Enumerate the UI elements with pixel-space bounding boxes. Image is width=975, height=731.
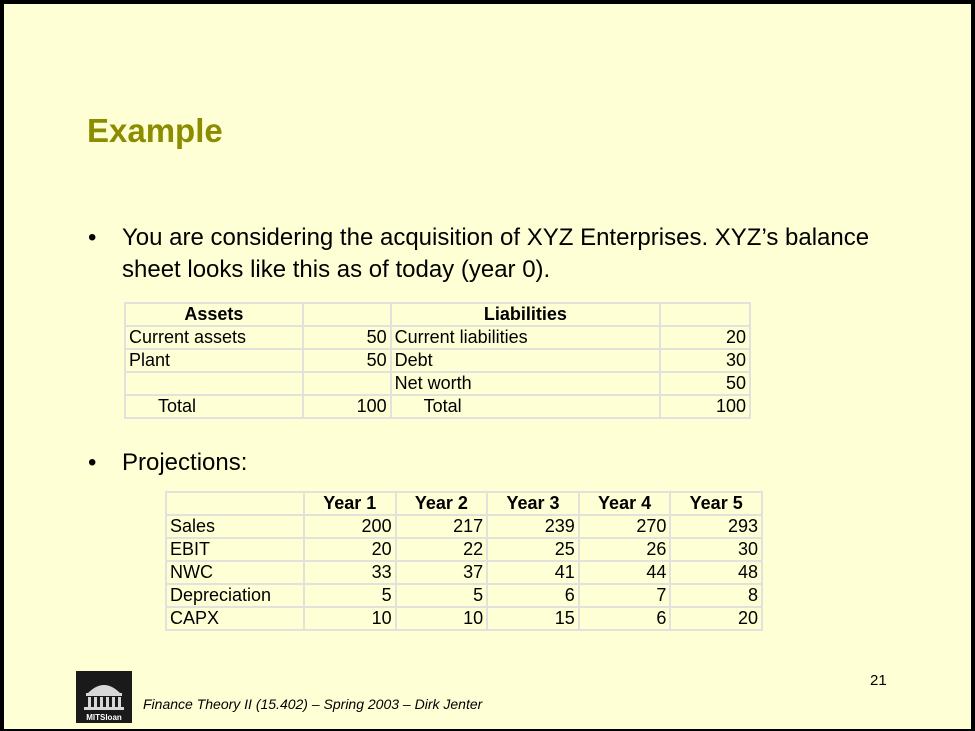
header-blank	[659, 302, 751, 327]
table-cell: 44	[577, 560, 672, 585]
table-cell: 239	[486, 514, 580, 539]
bullet-marker: •	[88, 449, 97, 476]
page-number: 21	[870, 672, 887, 689]
header-liabilities: Liabilities	[389, 302, 662, 327]
table-cell: 6	[486, 583, 580, 608]
table-cell: 100	[301, 394, 392, 419]
balance-sheet-table: Assets Liabilities Current assets 50 Cur…	[124, 302, 751, 419]
table-cell	[301, 371, 392, 396]
table-cell: 200	[303, 514, 397, 539]
table-cell: 26	[577, 537, 672, 562]
table-row: NWC 33 37 41 44 48	[165, 560, 763, 585]
table-cell: 50	[659, 371, 751, 396]
table-cell: Plant	[124, 348, 304, 373]
table-cell: 293	[669, 514, 763, 539]
table-cell: 30	[669, 537, 763, 562]
table-cell: 10	[303, 606, 397, 631]
table-row: Sales 200 217 239 270 293	[165, 514, 763, 539]
table-cell: 6	[577, 606, 672, 631]
mit-dome-logo-graphic: MITSloan	[84, 685, 124, 722]
table-row: EBIT 20 22 25 26 30	[165, 537, 763, 562]
table-cell: 37	[394, 560, 489, 585]
table-cell: Net worth	[389, 371, 662, 396]
table-cell: 100	[659, 394, 751, 419]
bullet-acquisition: • You are considering the acquisition of…	[88, 222, 902, 286]
header-assets: Assets	[124, 302, 304, 327]
table-cell: 10	[394, 606, 489, 631]
table-row: CAPX 10 10 15 6 20	[165, 606, 763, 631]
table-cell: 20	[659, 325, 751, 350]
table-cell: 33	[303, 560, 397, 585]
table-header-row: Assets Liabilities	[124, 302, 751, 327]
table-cell: 25	[486, 537, 580, 562]
table-cell: 22	[394, 537, 489, 562]
table-row: Net worth 50	[124, 371, 751, 396]
table-cell: 41	[486, 560, 580, 585]
table-row: Plant 50 Debt 30	[124, 348, 751, 373]
bullet-projections: • Projections:	[88, 447, 248, 479]
table-cell: CAPX	[165, 606, 305, 631]
table-cell: NWC	[165, 560, 305, 585]
table-cell: 20	[303, 537, 397, 562]
table-cell: 50	[301, 348, 392, 373]
header-year: Year 5	[669, 491, 763, 516]
bullet-text: Projections:	[122, 449, 248, 476]
table-cell: 5	[303, 583, 397, 608]
mit-dome-logo-icon: MITSloan	[76, 671, 132, 723]
header-year: Year 4	[577, 491, 672, 516]
projections-table: Year 1 Year 2 Year 3 Year 4 Year 5 Sales…	[165, 491, 763, 631]
table-cell: 5	[394, 583, 489, 608]
header-year: Year 1	[303, 491, 397, 516]
table-row-total: Total 100 Total 100	[124, 394, 751, 419]
table-cell: EBIT	[165, 537, 305, 562]
header-blank	[165, 491, 305, 516]
table-cell: Sales	[165, 514, 305, 539]
bullet-text: You are considering the acquisition of X…	[122, 224, 870, 283]
table-cell: Depreciation	[165, 583, 305, 608]
table-cell: 217	[394, 514, 489, 539]
bullet-marker: •	[88, 224, 97, 251]
table-cell: 15	[486, 606, 580, 631]
table-cell: Total	[124, 394, 304, 419]
footer-text: Finance Theory II (15.402) – Spring 2003…	[143, 696, 483, 712]
table-cell: Total	[389, 394, 662, 419]
table-cell: Current liabilities	[389, 325, 662, 350]
table-row: Current assets 50 Current liabilities 20	[124, 325, 751, 350]
header-blank	[301, 302, 392, 327]
header-year: Year 2	[394, 491, 489, 516]
table-cell	[124, 371, 304, 396]
table-cell: 30	[659, 348, 751, 373]
table-cell: 48	[669, 560, 763, 585]
table-cell: 20	[669, 606, 763, 631]
table-cell: 50	[301, 325, 392, 350]
slide-title: Example	[87, 112, 223, 149]
header-year: Year 3	[486, 491, 580, 516]
table-cell: 270	[577, 514, 672, 539]
table-cell: Current assets	[124, 325, 304, 350]
table-cell: Debt	[389, 348, 662, 373]
table-cell: 8	[669, 583, 763, 608]
table-header-row: Year 1 Year 2 Year 3 Year 4 Year 5	[165, 491, 763, 516]
logo-text: MITSloan	[86, 713, 122, 722]
table-row: Depreciation 5 5 6 7 8	[165, 583, 763, 608]
table-cell: 7	[577, 583, 672, 608]
